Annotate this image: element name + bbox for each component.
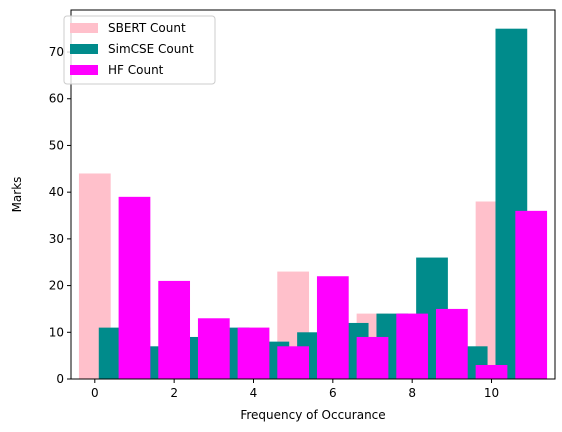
legend-swatch-simcse-count: [70, 44, 98, 54]
x-tick-label: 0: [91, 386, 99, 400]
legend: SBERT Count SimCSE Count HF Count: [63, 15, 216, 85]
legend-swatch-hf-count: [70, 65, 98, 75]
y-tick-label: 50: [49, 138, 64, 152]
y-axis-label: Marks: [10, 177, 24, 213]
x-axis-label: Frequency of Occurance: [240, 408, 385, 422]
y-axis-ticks: 0 10 20 30 40 50 60 70: [49, 45, 71, 386]
axes-frame: [70, 9, 556, 380]
bar-hf-count-5: [316, 276, 349, 379]
bar-hf-count-3: [237, 327, 270, 379]
legend-label: SBERT Count: [108, 21, 186, 35]
x-tick-label: 8: [408, 386, 416, 400]
y-tick-label: 10: [49, 325, 64, 339]
y-tick-label: 30: [49, 232, 64, 246]
x-tick-label: 6: [329, 386, 337, 400]
y-tick-label: 60: [49, 92, 64, 106]
bar-hf-count-7: [396, 313, 429, 379]
legend-label: HF Count: [108, 63, 164, 77]
legend-swatch-sbert-count: [70, 23, 98, 33]
legend-box: [63, 15, 216, 85]
y-tick-label: 70: [49, 45, 64, 59]
x-axis-ticks: 0 2 4 6 8 10: [91, 379, 499, 400]
bars-layer: [78, 28, 548, 380]
bar-hf-count-0: [118, 196, 151, 379]
bar-hf-count-1: [158, 280, 191, 379]
bar-hf-count-4: [277, 346, 310, 379]
x-tick-label: 10: [484, 386, 499, 400]
bar-hf-count-6: [356, 336, 389, 379]
bar-hf-count-2: [197, 318, 230, 379]
x-tick-label: 2: [170, 386, 178, 400]
legend-label: SimCSE Count: [108, 42, 194, 56]
y-tick-label: 20: [49, 279, 64, 293]
x-tick-label: 4: [250, 386, 258, 400]
bar-hf-count-10: [515, 210, 548, 379]
bar-hf-count-9: [475, 364, 508, 379]
bar-hf-count-8: [435, 308, 468, 379]
y-tick-label: 40: [49, 185, 64, 199]
y-tick-label: 0: [56, 372, 64, 386]
